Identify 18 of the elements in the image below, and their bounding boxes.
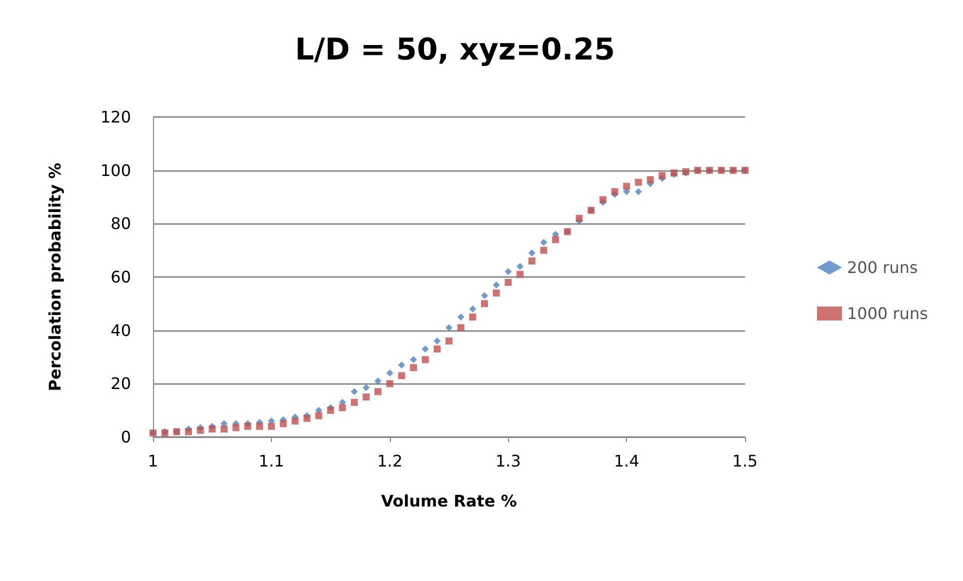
x-tick-label: 1 (148, 452, 158, 470)
y-axis-title: Percolation probability % (46, 162, 64, 392)
x-tick-label: 1.4 (614, 452, 640, 470)
x-tick-label: 1.2 (377, 452, 403, 470)
chart-title: L/D = 50, xyz=0.25 (294, 32, 616, 68)
x-tick-label: 1.5 (732, 452, 758, 470)
x-tick-label: 1.1 (258, 452, 284, 470)
y-tick-label: 100 (100, 160, 131, 180)
legend-label: 200 runs (847, 258, 918, 277)
x-axis-title: Volume Rate % (381, 492, 517, 510)
legend-label: 1000 runs (847, 304, 928, 323)
y-tick-label: 120 (100, 108, 131, 126)
y-tick-label: 20 (110, 374, 131, 394)
y-tick-label: 0 (120, 428, 131, 446)
y-tick-label: 80 (110, 214, 131, 234)
y-tick-label: 60 (110, 268, 131, 286)
y-tick-label: 40 (110, 320, 131, 340)
x-tick-label: 1.3 (495, 452, 521, 470)
